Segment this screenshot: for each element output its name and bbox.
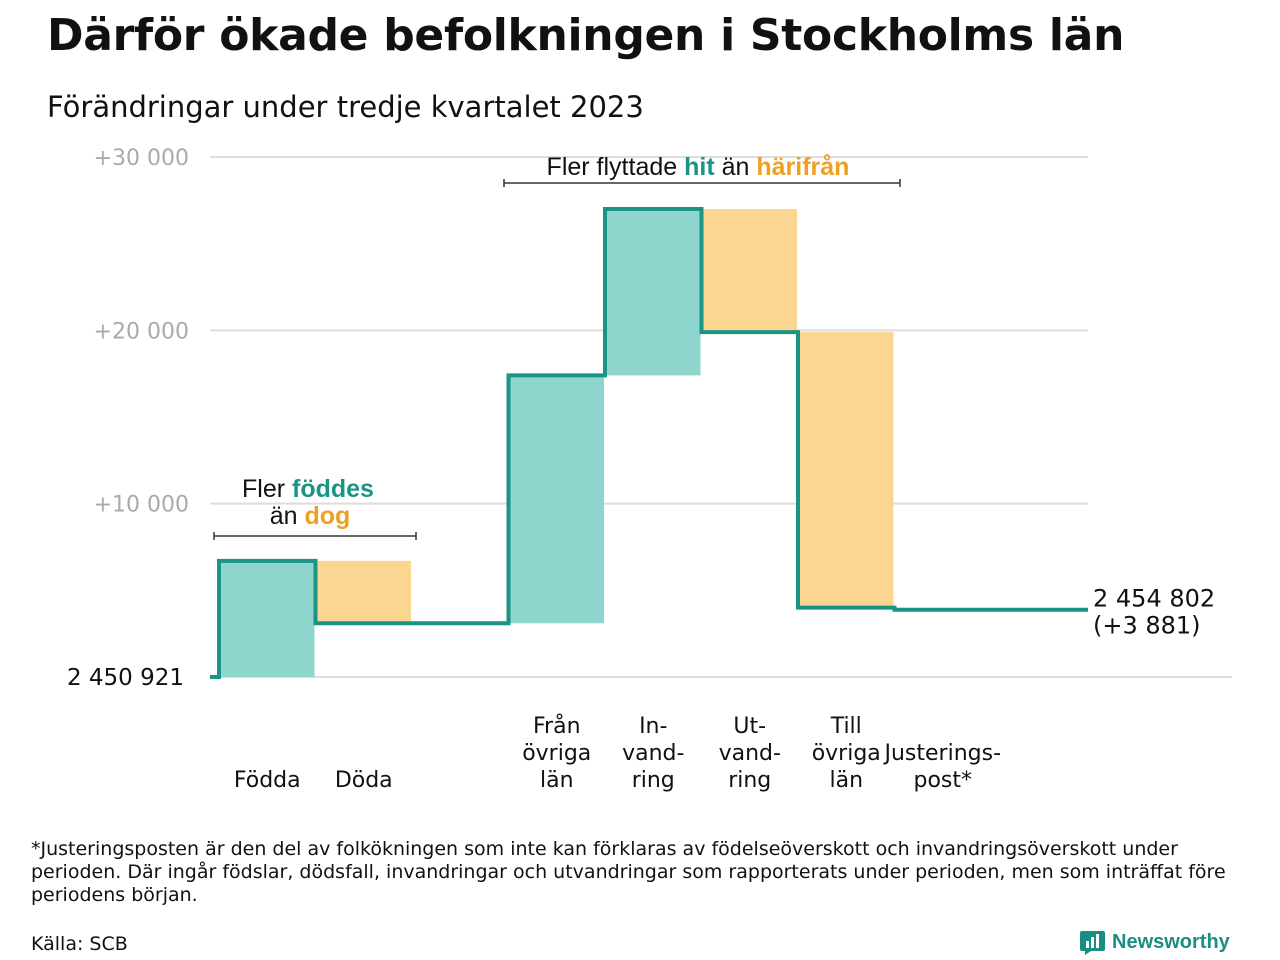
annotation-bracket-migration [503, 179, 901, 187]
category-label: vand- [622, 741, 684, 766]
category-label: ring [632, 768, 675, 793]
category-label: post* [913, 768, 972, 793]
source-label: Källa: SCB [31, 933, 128, 955]
end-change-label: (+3 881) [1093, 612, 1201, 640]
category-label: Döda [335, 768, 393, 793]
y-tick-label: +30 000 [94, 146, 189, 171]
waterfall-chart: +10 000 +20 000 +30 000 2 450 921 Födda Döda… [67, 146, 1232, 793]
annotation-highlight-in: hit [684, 153, 715, 181]
waterfall-bar-döda [316, 560, 411, 624]
waterfall-bar-från-övriga-län [509, 375, 604, 624]
category-label: ring [728, 768, 771, 793]
y-tick-label: +20 000 [94, 319, 189, 344]
brand-logo: Newsworthy [1079, 929, 1230, 956]
category-label: vand- [719, 741, 781, 766]
category-label: Till [830, 714, 862, 739]
annotation-births-line1: Fler föddes [242, 475, 374, 503]
annotation-highlight-out: dog [304, 502, 350, 530]
waterfall-step-line [210, 207, 1088, 679]
brand-name: Newsworthy [1112, 931, 1230, 953]
category-label: Födda [234, 768, 301, 793]
waterfall-bar-invandring [606, 209, 701, 376]
waterfall-bar-till-övriga-län [799, 332, 894, 608]
category-label: In- [639, 714, 667, 739]
category-label: Ut- [733, 714, 766, 739]
annotation-births-line2: än dog [270, 502, 351, 530]
baseline-value-label: 2 450 921 [67, 665, 184, 691]
annotation-highlight-in: föddes [292, 475, 374, 503]
y-tick-label: +10 000 [94, 493, 189, 518]
annotation-text: Fler [242, 475, 292, 503]
end-total-label: 2 454 802 [1093, 585, 1215, 613]
waterfall-bar-födda [220, 560, 315, 677]
category-label: län [540, 768, 574, 793]
chart-title: Därför ökade befolkningen i Stockholms l… [47, 10, 1125, 61]
category-label: Justerings- [882, 741, 1001, 766]
category-label: övriga [812, 741, 881, 766]
annotation-bracket-births [213, 532, 417, 540]
category-label: övriga [522, 741, 591, 766]
category-label: län [829, 768, 863, 793]
newsworthy-logo-icon [1080, 931, 1105, 955]
annotation-migration: Fler flyttade hit än härifrån [547, 153, 850, 181]
category-label: Från [533, 713, 581, 739]
annotation-text: än [715, 153, 757, 181]
waterfall-bar-utvandring [702, 209, 797, 333]
footnote: *Justeringsposten är den del av folkökni… [31, 838, 1226, 906]
annotation-highlight-out: härifrån [756, 153, 849, 181]
annotation-text: Fler flyttade [547, 153, 685, 181]
chart-subtitle: Förändringar under tredje kvartalet 2023 [47, 90, 644, 124]
annotation-text: än [270, 502, 305, 530]
